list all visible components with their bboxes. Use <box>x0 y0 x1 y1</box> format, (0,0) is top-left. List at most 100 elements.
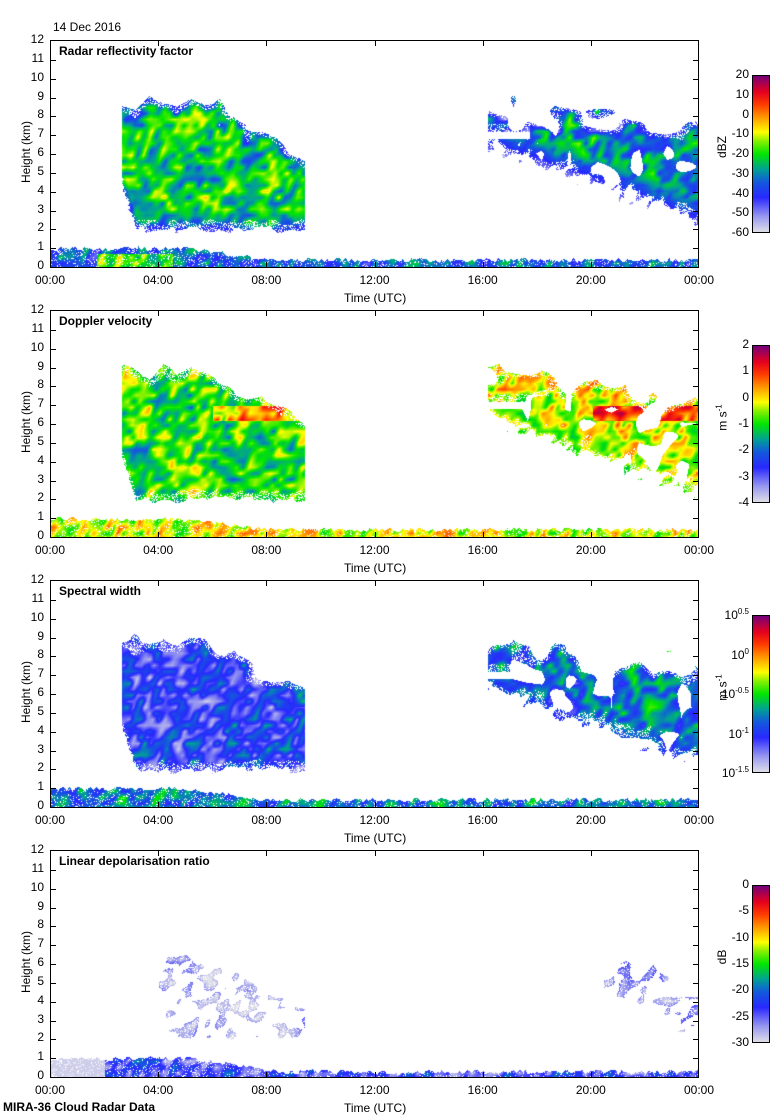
x-tick-mark <box>374 311 376 316</box>
colorbar-tick-label: -25 <box>731 1008 749 1023</box>
x-tick-mark <box>266 532 268 537</box>
tick-base: 10 <box>724 608 738 622</box>
y-tick-mark <box>51 78 56 80</box>
x-tick-label: 16:00 <box>467 1083 498 1097</box>
radar-panel: Radar reflectivity factor 0 1 2 3 4 5 6 7 8 9 10 11… <box>0 32 780 310</box>
y-tick-mark <box>51 731 56 733</box>
x-tick-mark <box>266 262 268 267</box>
y-tick-mark <box>693 248 698 250</box>
y-tick-label: 9 <box>37 358 44 373</box>
radar-field-image <box>51 581 698 807</box>
x-tick-mark <box>266 802 268 807</box>
colorbar-gradient <box>753 346 769 502</box>
colorbar-tick-label: 1 <box>742 363 749 378</box>
y-tick-label: 9 <box>37 88 44 103</box>
colorbar-tick-label: 2 <box>742 337 749 351</box>
y-tick-mark <box>693 656 698 658</box>
plot-area: Spectral width <box>50 580 699 808</box>
y-tick-mark <box>51 907 56 909</box>
x-tick-mark <box>482 581 484 586</box>
colorbar <box>752 345 770 503</box>
y-tick-mark <box>51 116 56 118</box>
y-tick-mark <box>51 518 56 520</box>
y-tick-label: 7 <box>37 936 44 951</box>
y-tick-mark <box>51 945 56 947</box>
y-tick-mark <box>51 964 56 965</box>
colorbar-tick-label: -10 <box>731 126 749 141</box>
colorbar-unit: m s-1 <box>714 674 730 701</box>
y-tick-mark <box>51 869 56 871</box>
y-axis-label: Height (km) <box>19 121 33 184</box>
y-tick-label: 12 <box>30 302 44 316</box>
y-tick-label: 9 <box>37 628 44 643</box>
y-tick-label: 3 <box>37 201 44 216</box>
y-tick-mark <box>51 750 56 752</box>
tick-exponent: -1 <box>741 725 749 735</box>
tick-base: 10 <box>721 766 736 780</box>
y-tick-mark <box>693 424 698 425</box>
tick-exponent: -1.5 <box>735 765 749 774</box>
y-tick-mark <box>693 769 698 771</box>
y-tick-mark <box>693 442 698 444</box>
x-tick-label: 00:00 <box>34 1083 66 1097</box>
y-tick-label: 4 <box>37 182 44 197</box>
y-tick-mark <box>693 599 698 601</box>
y-tick-label: 3 <box>37 1011 44 1026</box>
x-tick-mark <box>266 851 268 856</box>
x-tick-mark <box>158 581 160 586</box>
y-tick-label: 1 <box>37 779 44 794</box>
y-tick-label: 8 <box>37 107 44 122</box>
x-tick-mark <box>590 1072 592 1077</box>
colorbar-tick-label: -20 <box>731 982 749 997</box>
y-tick-label: 7 <box>37 126 44 141</box>
y-tick-label: 8 <box>37 917 44 932</box>
x-tick-label: 08:00 <box>251 813 282 827</box>
x-tick-mark <box>590 802 592 807</box>
colorbar-tick-label: -3 <box>738 468 749 483</box>
y-tick-label: 11 <box>31 860 44 875</box>
footer-title: MIRA-36 Cloud Radar Data <box>3 1100 156 1114</box>
y-tick-label: 11 <box>31 50 44 65</box>
colorbar-tick-label: -4 <box>738 495 749 509</box>
x-tick-label: 00:00 <box>34 273 66 287</box>
y-tick-label: 5 <box>37 163 44 178</box>
x-tick-label: 16:00 <box>467 543 498 557</box>
y-tick-mark <box>51 656 56 658</box>
colorbar-tick-label: -30 <box>731 165 749 180</box>
colorbar-unit: dB <box>715 949 729 965</box>
y-tick-mark <box>51 229 56 231</box>
y-tick-mark <box>51 1001 56 1003</box>
x-tick-label: 00:00 <box>683 813 715 827</box>
y-tick-mark <box>51 499 56 501</box>
colorbar-tick-label: -50 <box>731 205 749 220</box>
x-tick-mark <box>266 41 268 46</box>
tick-exponent: -0.5 <box>735 686 749 695</box>
y-tick-mark <box>51 480 56 482</box>
colorbar-tick-label: -5 <box>738 903 749 918</box>
y-tick-mark <box>693 461 698 463</box>
y-tick-mark <box>693 191 698 193</box>
tick-base: 10 <box>721 687 736 701</box>
radar-field-image <box>51 41 698 267</box>
x-tick-label: 00:00 <box>34 813 66 827</box>
x-tick-mark <box>482 262 484 267</box>
x-tick-mark <box>266 1072 268 1077</box>
y-tick-mark <box>693 675 698 677</box>
x-tick-mark <box>158 311 160 316</box>
plot-area: Linear depolarisation ratio <box>50 850 699 1078</box>
y-tick-mark <box>693 78 698 80</box>
x-tick-label: 20:00 <box>575 813 606 827</box>
x-tick-mark <box>482 41 484 46</box>
colorbar-tick-label: 0 <box>742 106 749 121</box>
colorbar-tick-label: 100.5 <box>709 607 749 622</box>
colorbar-tick-label: 20 <box>735 67 749 81</box>
y-tick-mark <box>693 518 698 520</box>
tick-base: 10 <box>731 647 745 662</box>
y-tick-mark <box>693 210 698 212</box>
x-tick-mark <box>158 851 160 856</box>
y-tick-mark <box>51 367 56 369</box>
y-tick-mark <box>51 154 56 155</box>
x-tick-mark <box>482 532 484 537</box>
y-tick-label: 11 <box>31 590 44 605</box>
y-tick-mark <box>51 712 56 714</box>
